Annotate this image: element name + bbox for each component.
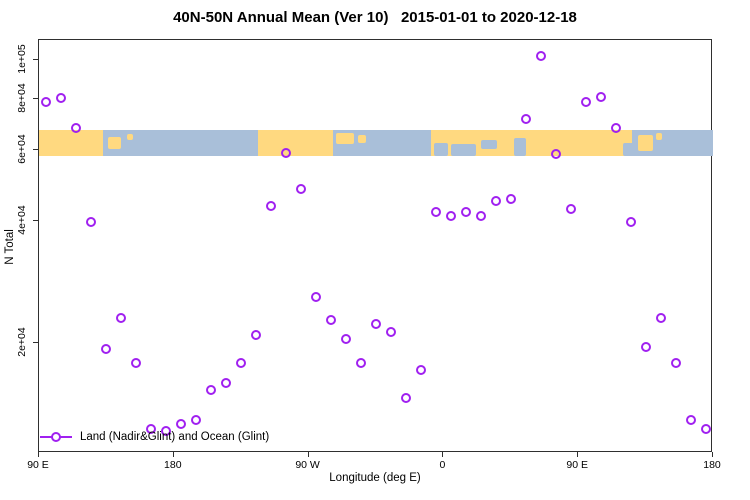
land-patch [335,132,354,145]
data-point [296,183,307,194]
land-patch [358,135,366,143]
data-point [326,314,337,325]
y-tick-label: 1e+05 [16,43,28,74]
data-point [475,211,486,222]
data-point [640,342,651,353]
data-point [251,330,262,341]
x-axis-title: Longitude (deg E) [329,472,421,484]
data-point [535,51,546,62]
y-tick-label: 8e+04 [16,83,28,113]
x-tick [577,452,579,457]
data-point [56,92,67,103]
land-patch [107,136,122,150]
data-point [670,357,681,368]
data-point [206,385,217,396]
x-tick-label: 90 E [566,459,588,471]
data-point [400,393,411,404]
y-tick-label: 4e+04 [16,205,28,235]
data-point [430,207,441,218]
data-point [221,378,232,389]
ocean-patch [623,142,634,156]
x-tick-label: 0 [439,459,446,471]
y-tick [33,341,38,343]
data-point [490,196,501,207]
ocean-patch [513,137,526,156]
x-tick-label: 90 E [27,459,49,471]
plot-area [38,39,713,452]
data-point [41,97,52,108]
y-tick-label: 6e+04 [16,133,28,164]
data-point [146,423,157,434]
land-segment [39,130,104,156]
data-point [460,206,471,217]
data-point [86,216,97,227]
land-ocean-strip [39,130,713,156]
x-tick [442,452,444,457]
data-point [131,357,142,368]
land-patch [638,135,654,151]
data-point [565,204,576,215]
data-point [191,415,202,426]
data-point [595,91,606,102]
data-point [311,291,322,302]
data-point [371,318,381,329]
legend-line-marker-icon [40,432,72,442]
data-point [71,123,82,134]
data-point [161,426,172,437]
data-point [236,357,247,368]
legend: Land (Nadir&Glint) and Ocean (Glint) [40,429,269,445]
data-point [415,364,426,375]
land-patch [127,133,134,141]
data-point [341,333,352,344]
x-tick-label: 90 W [295,459,320,471]
ocean-patch [480,140,498,150]
y-tick [33,219,38,221]
data-point [550,149,561,160]
data-point [116,312,127,323]
data-point [505,194,516,205]
ocean-patch [450,144,477,156]
x-tick-label: 180 [703,459,721,471]
legend-label: Land (Nadir&Glint) and Ocean (Glint) [80,431,270,443]
chart-title: 40N-50N Annual Mean (Ver 10) 2015-01-01 … [173,9,577,26]
data-point [445,210,456,221]
y-tick-label: 2e+04 [16,327,28,357]
data-point [655,312,666,323]
x-tick [172,452,174,457]
x-tick-label: 180 [164,459,182,471]
data-point [356,357,367,368]
data-point [625,216,636,227]
data-point [700,423,711,434]
data-point [685,415,696,426]
land-patch [656,132,663,141]
land-segment [257,130,333,156]
data-point [101,344,112,355]
data-point [610,123,621,134]
data-point [385,326,396,337]
data-point [266,200,277,211]
y-tick [33,58,38,60]
data-point [580,97,591,108]
data-point [520,113,531,124]
data-point [176,419,187,430]
data-point [281,147,292,158]
x-tick [307,452,309,457]
ocean-patch [434,142,448,156]
x-tick [38,452,39,457]
y-axis-title: N Total [4,229,16,265]
y-tick [33,148,38,150]
y-tick [33,97,38,99]
x-tick [712,452,713,457]
